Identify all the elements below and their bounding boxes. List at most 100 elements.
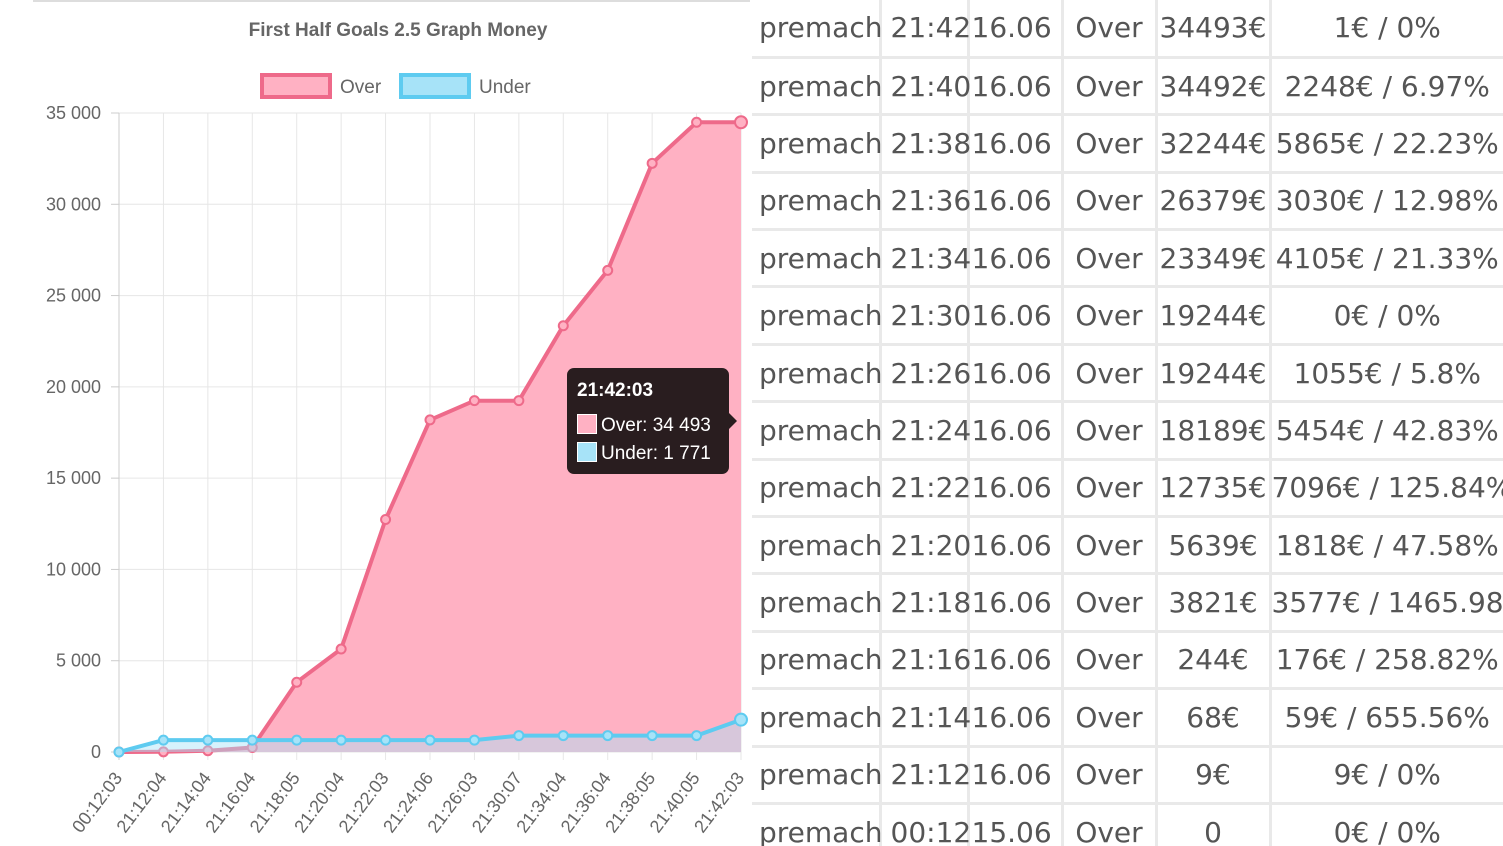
under-point[interactable] [380, 734, 392, 746]
table-row[interactable]: premach 21:24 16.06 Over 18189€ 5454€ / 42.83… [752, 401, 1503, 461]
over-point[interactable] [691, 116, 703, 128]
time-cell: 21:38 [880, 114, 971, 174]
side-cell: Over [1062, 516, 1158, 576]
over-point[interactable] [202, 745, 214, 757]
change-cell: 59€ / 655.56% [1270, 688, 1503, 748]
chart-legend[interactable]: Over Under [260, 73, 531, 99]
change-cell: 1818€ / 47.58% [1270, 516, 1503, 576]
table-row[interactable]: premach 21:14 16.06 Over 68€ 59€ / 655.56% [752, 688, 1503, 748]
tooltip-title: 21:42:03 [577, 380, 654, 401]
legend-item-over[interactable]: Over [260, 73, 382, 99]
side-cell: Over [1062, 57, 1158, 117]
over-point[interactable] [513, 395, 525, 407]
over-point[interactable] [291, 676, 303, 688]
chart-tooltip: 21:42:03 Over: 34 493 Under: 1 771 [567, 368, 737, 474]
amount-cell: 68€ [1156, 688, 1272, 748]
table-row[interactable]: premach 21:38 16.06 Over 32244€ 5865€ / 22.23… [752, 114, 1503, 174]
under-point[interactable] [157, 734, 169, 746]
change-cell: 0€ / 0% [1270, 286, 1503, 346]
y-tick-label: 25 000 [46, 286, 101, 306]
legend-label-under: Under [479, 77, 531, 98]
amount-cell: 244€ [1156, 631, 1272, 691]
bookmaker-cell: premach [752, 172, 882, 232]
side-cell: Over [1062, 286, 1158, 346]
bookmaker-cell: premach [752, 459, 882, 519]
money-table-panel[interactable]: premach 21:42 16.06 Over 34493€ 1€ / 0% premac… [752, 0, 1503, 846]
over-point[interactable] [380, 513, 392, 525]
over-point[interactable] [734, 115, 748, 130]
change-cell: 1€ / 0% [1270, 0, 1503, 59]
table-row[interactable]: premach 21:34 16.06 Over 23349€ 4105€ / 21.33… [752, 229, 1503, 289]
table-row[interactable]: premach 21:18 16.06 Over 3821€ 3577€ / 1465.9… [752, 573, 1503, 633]
under-point[interactable] [335, 734, 347, 746]
over-point[interactable] [468, 395, 480, 407]
over-area [119, 122, 741, 753]
under-point[interactable] [468, 734, 480, 746]
under-point[interactable] [291, 734, 303, 746]
table-row[interactable]: premach 21:12 16.06 Over 9€ 9€ / 0% [752, 746, 1503, 805]
y-tick-label: 15 000 [46, 468, 101, 488]
legend-swatch-over [260, 73, 332, 99]
under-point[interactable] [424, 734, 436, 746]
y-axis-ticks: 35 000 30 000 25 000 20 000 15 000 10 000 5 00… [46, 103, 101, 762]
under-point[interactable] [246, 734, 258, 746]
side-cell: Over [1062, 401, 1158, 461]
over-point[interactable] [335, 643, 347, 655]
table-row[interactable]: premach 21:42 16.06 Over 34493€ 1€ / 0% [752, 0, 1503, 59]
date-cell: 16.06 [968, 57, 1064, 117]
bookmaker-cell: premach [752, 57, 882, 117]
time-cell: 21:40 [880, 57, 971, 117]
amount-cell: 26379€ [1156, 172, 1272, 232]
table-row[interactable]: premach 21:26 16.06 Over 19244€ 1055€ / 5.8% [752, 344, 1503, 404]
over-point[interactable] [646, 157, 658, 169]
under-point[interactable] [602, 730, 614, 742]
side-cell: Over [1062, 172, 1158, 232]
under-point[interactable] [513, 730, 525, 742]
date-cell: 16.06 [968, 631, 1064, 691]
date-cell: 15.06 [968, 803, 1064, 846]
bookmaker-cell: premach [752, 803, 882, 846]
under-point[interactable] [113, 746, 125, 758]
over-point[interactable] [424, 414, 436, 426]
date-cell: 16.06 [968, 688, 1064, 748]
date-cell: 16.06 [968, 172, 1064, 232]
change-cell: 3577€ / 1465.98% [1270, 573, 1503, 633]
side-cell: Over [1062, 631, 1158, 691]
chart-title: First Half Goals 2.5 Graph Money [249, 20, 548, 41]
amount-cell: 34492€ [1156, 57, 1272, 117]
table-row[interactable]: premach 21:30 16.06 Over 19244€ 0€ / 0% [752, 286, 1503, 346]
side-cell: Over [1062, 746, 1158, 805]
y-tick-label: 30 000 [46, 194, 101, 214]
under-point[interactable] [691, 730, 703, 742]
over-point[interactable] [157, 746, 169, 758]
time-cell: 21:26 [880, 344, 971, 404]
series-under [113, 712, 748, 758]
table-row[interactable]: premach 21:20 16.06 Over 5639€ 1818€ / 47.58% [752, 516, 1503, 576]
change-cell: 5454€ / 42.83% [1270, 401, 1503, 461]
bookmaker-cell: premach [752, 746, 882, 805]
legend-label-over: Over [340, 77, 382, 98]
date-cell: 16.06 [968, 229, 1064, 289]
money-chart: First Half Goals 2.5 Graph Money Over Un… [33, 0, 750, 836]
time-cell: 21:24 [880, 401, 971, 461]
over-point[interactable] [602, 264, 614, 276]
time-cell: 21:22 [880, 459, 971, 519]
change-cell: 4105€ / 21.33% [1270, 229, 1503, 289]
amount-cell: 23349€ [1156, 229, 1272, 289]
under-point[interactable] [646, 730, 658, 742]
over-point[interactable] [557, 320, 569, 332]
table-row[interactable]: premach 21:36 16.06 Over 26379€ 3030€ / 12.98… [752, 172, 1503, 232]
table-row[interactable]: premach 21:22 16.06 Over 12735€ 7096€ / 125.8… [752, 459, 1503, 519]
table-row[interactable]: premach 21:16 16.06 Over 244€ 176€ / 258.82% [752, 631, 1503, 691]
legend-item-under[interactable]: Under [399, 73, 531, 99]
table-row[interactable]: premach 21:40 16.06 Over 34492€ 2248€ / 6.97% [752, 57, 1503, 117]
y-tick-label: 5 000 [56, 651, 101, 671]
under-point[interactable] [734, 712, 748, 727]
table-row[interactable]: premach 00:12 15.06 Over 0 0€ / 0% [752, 803, 1503, 846]
bookmaker-cell: premach [752, 401, 882, 461]
y-tick-label: 10 000 [46, 559, 101, 579]
under-point[interactable] [557, 730, 569, 742]
under-point[interactable] [202, 734, 214, 746]
change-cell: 1055€ / 5.8% [1270, 344, 1503, 404]
y-tick-label: 20 000 [46, 377, 101, 397]
